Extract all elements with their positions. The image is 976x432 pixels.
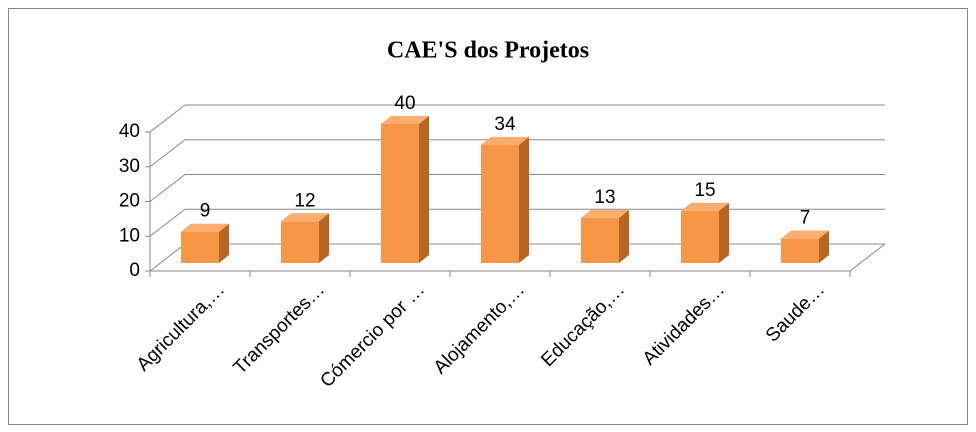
- grid-line: [149, 104, 885, 133]
- bar: [781, 238, 819, 263]
- bar: [281, 221, 319, 263]
- bar-top: [381, 116, 429, 124]
- bar-top: [681, 202, 729, 211]
- bar-side: [719, 202, 729, 263]
- bar-top: [481, 136, 529, 145]
- bar: [181, 231, 219, 263]
- bar: [581, 217, 619, 263]
- y-tick-label: 40: [119, 121, 140, 142]
- bar-side: [419, 116, 429, 263]
- value-label: 9: [200, 201, 211, 222]
- bar-top: [781, 230, 829, 239]
- bar-top: [181, 223, 229, 232]
- value-label: 13: [594, 187, 615, 208]
- bar-side: [519, 136, 529, 263]
- bar: [681, 210, 719, 263]
- bar-side: [619, 209, 629, 263]
- bar: [381, 124, 419, 263]
- bar-top: [581, 209, 629, 218]
- y-tick-label: 20: [119, 191, 140, 212]
- grid-line: [149, 208, 885, 237]
- grid-line: [149, 139, 885, 168]
- y-tick-label: 10: [119, 225, 140, 246]
- grid-line: [149, 174, 885, 202]
- bar-top: [281, 213, 329, 222]
- bar-side: [219, 223, 229, 263]
- value-label: 40: [394, 93, 415, 114]
- bar-side: [319, 213, 329, 263]
- value-label: 15: [694, 180, 715, 201]
- value-label: 12: [294, 190, 315, 211]
- bar-side: [819, 230, 829, 263]
- y-tick-label: 0: [129, 260, 140, 281]
- chart-title: CAE'S dos Projetos: [387, 38, 589, 64]
- y-tick-label: 30: [119, 156, 140, 177]
- value-label: 7: [800, 208, 811, 229]
- value-label: 34: [494, 114, 516, 135]
- bar: [481, 144, 519, 263]
